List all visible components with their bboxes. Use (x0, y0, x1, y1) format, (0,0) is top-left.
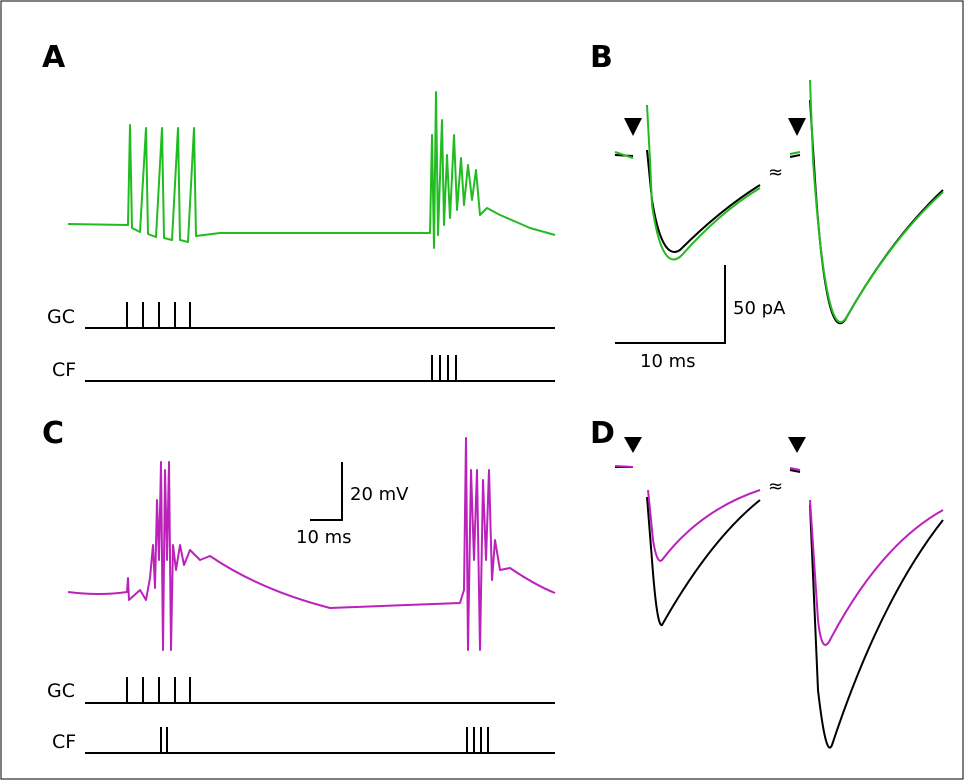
scale-label: 50 pA (733, 298, 786, 319)
stim-ticks (160, 727, 489, 753)
stim-marker (788, 437, 806, 453)
scale-label: 10 ms (640, 351, 696, 372)
trace (614, 465, 944, 646)
scale-label: 10 ms (296, 527, 352, 548)
scale-label: 20 mV (350, 484, 409, 505)
row-label: CF (52, 731, 76, 753)
break-mark: ≈ (768, 476, 783, 497)
stim-marker (624, 437, 642, 453)
trace (614, 79, 944, 324)
scale-bar (615, 265, 726, 344)
stim-ticks (126, 677, 191, 703)
break-mark: ≈ (768, 162, 783, 183)
panel-label: D (590, 416, 615, 451)
row-label: CF (52, 359, 76, 381)
stim-marker (624, 118, 642, 136)
stim-marker (788, 118, 806, 136)
stim-ticks (431, 355, 457, 381)
row-label: GC (47, 680, 75, 702)
panel-label: C (42, 416, 64, 451)
panel-label: A (42, 40, 66, 75)
scale-bar (310, 462, 343, 521)
trace (67, 91, 556, 249)
panel-label: B (590, 40, 613, 75)
stim-ticks (126, 302, 191, 328)
trace (67, 437, 556, 651)
row-label: GC (47, 306, 75, 328)
